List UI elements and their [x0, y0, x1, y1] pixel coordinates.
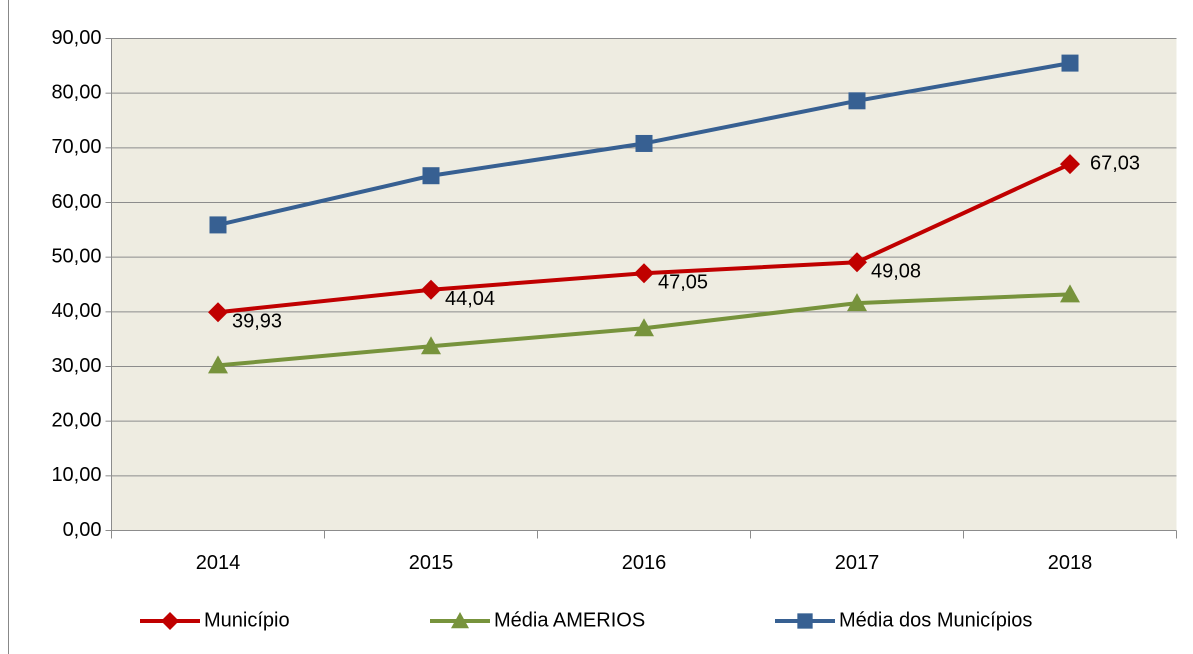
data-label: 39,93 [232, 310, 282, 332]
marker [421, 279, 441, 300]
marker [451, 612, 469, 629]
y-tick-label: 60,00 [51, 191, 101, 213]
marker [208, 355, 228, 374]
marker [1060, 284, 1080, 303]
y-tick-label: 50,00 [51, 245, 101, 267]
marker [635, 134, 653, 152]
y-tick-label: 20,00 [51, 409, 101, 431]
y-tick-label: 90,00 [51, 27, 101, 49]
marker [209, 216, 227, 234]
data-label: 49,08 [871, 260, 921, 282]
legend-label: Município [204, 609, 290, 631]
y-tick-label: 10,00 [51, 464, 101, 486]
marker [847, 252, 867, 273]
x-tick-label: 2015 [409, 552, 454, 574]
data-label: 67,03 [1090, 152, 1140, 174]
x-tick-label: 2014 [196, 552, 241, 574]
marker [161, 612, 179, 630]
plot-area [111, 38, 1177, 531]
marker [848, 92, 866, 110]
marker [634, 263, 654, 284]
x-tick-label: 2016 [622, 552, 667, 574]
x-tick-label: 2018 [1048, 552, 1093, 574]
marker [847, 293, 867, 312]
marker [421, 336, 441, 355]
legend-label: Média dos Municípios [839, 609, 1032, 631]
marker [797, 613, 813, 629]
y-tick-label: 30,00 [51, 355, 101, 377]
legend-label: Média AMERIOS [494, 609, 645, 631]
marker [1060, 154, 1080, 175]
data-label: 44,04 [445, 288, 495, 310]
y-tick-label: 80,00 [51, 81, 101, 103]
y-tick-label: 40,00 [51, 300, 101, 322]
x-tick-label: 2017 [835, 552, 880, 574]
y-tick-label: 0,00 [63, 519, 102, 541]
marker [634, 318, 654, 337]
y-tick-label: 70,00 [51, 136, 101, 158]
marker [208, 302, 228, 323]
data-label: 47,05 [658, 272, 708, 294]
marker [1061, 54, 1079, 72]
marker [422, 167, 440, 185]
